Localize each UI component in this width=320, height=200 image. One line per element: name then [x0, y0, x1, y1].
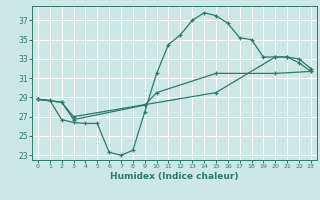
X-axis label: Humidex (Indice chaleur): Humidex (Indice chaleur): [110, 172, 239, 181]
